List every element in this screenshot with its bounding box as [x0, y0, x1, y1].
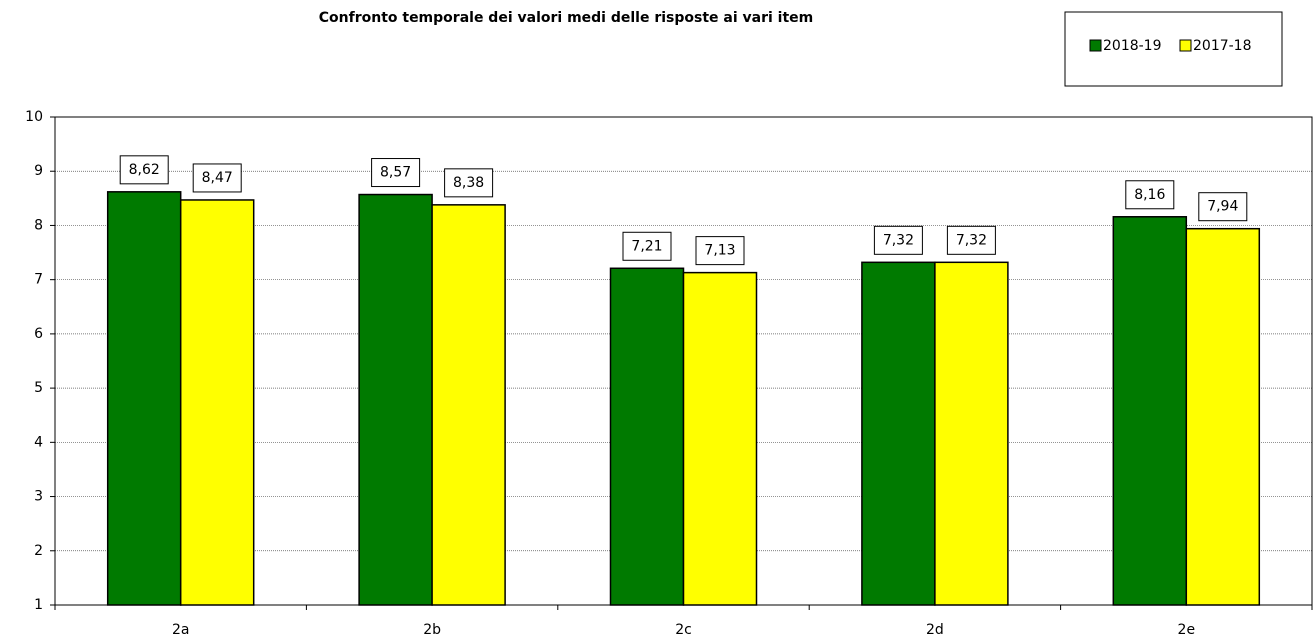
bar: [106, 191, 182, 606]
value-label-box: [873, 225, 923, 255]
value-label-box: [371, 158, 421, 188]
x-tick-label: 2a: [172, 622, 190, 638]
bar: [861, 261, 936, 606]
y-tick-label: 9: [34, 163, 43, 179]
value-label-box: [1125, 180, 1175, 210]
x-tick-label: 2c: [675, 622, 692, 638]
value-label-box: [119, 155, 169, 185]
legend-label: 2018-19: [1103, 38, 1162, 54]
bar: [431, 204, 506, 606]
value-label: 8,16: [1134, 187, 1165, 203]
x-tick-label: 2b: [423, 622, 441, 638]
value-label: 8,57: [380, 165, 411, 181]
value-label-box: [695, 236, 745, 266]
y-tick-label: 7: [34, 272, 43, 288]
bar: [609, 267, 685, 606]
y-tick-label: 5: [34, 380, 43, 396]
value-label: 7,21: [631, 238, 662, 254]
bar: [179, 199, 255, 606]
y-tick-label: 8: [34, 217, 43, 233]
value-label: 7,32: [883, 232, 914, 248]
value-label-box: [622, 231, 672, 261]
value-label-box: [192, 163, 242, 193]
bar: [1185, 227, 1261, 606]
y-tick-label: 2: [34, 543, 43, 559]
chart-title: Confronto temporale dei valori medi dell…: [319, 10, 814, 26]
y-tick-label: 10: [25, 109, 43, 125]
value-label-box: [444, 168, 494, 198]
value-label: 7,13: [704, 243, 735, 259]
y-tick-label: 4: [34, 434, 43, 450]
y-tick-label: 1: [34, 597, 43, 613]
x-tick-label: 2e: [1178, 622, 1196, 638]
value-label-box: [946, 225, 996, 255]
legend-swatch: [1179, 39, 1192, 52]
value-label: 8,38: [453, 175, 484, 191]
legend-label: 2017-18: [1193, 38, 1252, 54]
value-label: 7,32: [956, 232, 987, 248]
value-label: 8,62: [129, 162, 160, 178]
y-tick-label: 6: [34, 326, 43, 342]
value-label: 8,47: [202, 170, 233, 186]
bar: [934, 261, 1009, 606]
bar: [682, 271, 758, 606]
value-label-box: [1198, 192, 1248, 222]
legend-swatch: [1089, 39, 1102, 52]
bar: [358, 193, 433, 606]
x-tick-label: 2d: [926, 622, 944, 638]
bar: [1112, 216, 1188, 606]
y-tick-label: 3: [34, 489, 43, 505]
value-label: 7,94: [1207, 199, 1238, 215]
